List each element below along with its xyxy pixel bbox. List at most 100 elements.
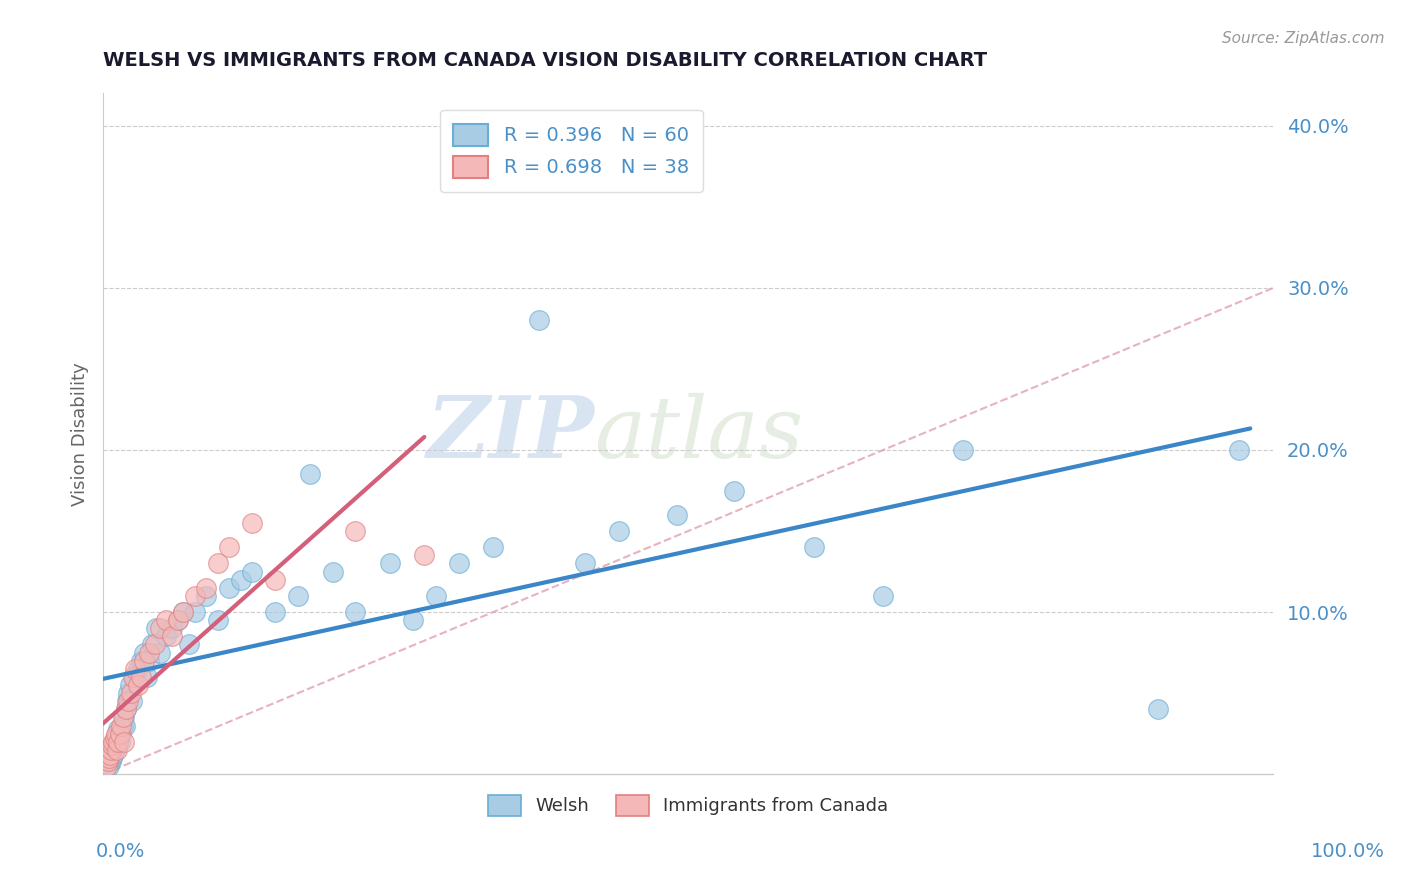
Point (103, 747, 125, 762)
Point (135, 670, 157, 684)
Point (97, 754, 120, 768)
Point (322, 565, 344, 579)
Point (104, 738, 127, 752)
Point (112, 710, 135, 724)
Point (129, 654, 152, 668)
Point (166, 613, 188, 627)
Point (184, 605, 207, 619)
Point (1147, 702, 1170, 716)
Point (96, 759, 118, 773)
Point (298, 467, 321, 482)
Point (527, 313, 550, 327)
Point (121, 694, 143, 708)
Point (107, 722, 129, 736)
Point (97, 751, 120, 765)
Point (149, 646, 172, 660)
Point (98, 747, 121, 762)
Point (447, 557, 470, 571)
Point (122, 670, 145, 684)
Point (127, 662, 149, 676)
Point (122, 670, 145, 684)
Point (240, 565, 263, 579)
Point (195, 581, 218, 595)
Point (104, 731, 127, 746)
Point (160, 621, 183, 635)
Point (143, 638, 166, 652)
Point (141, 638, 163, 652)
Point (172, 605, 194, 619)
Point (110, 718, 132, 732)
Point (120, 686, 142, 700)
Point (103, 735, 125, 749)
Text: 0.0%: 0.0% (96, 842, 145, 862)
Point (378, 557, 401, 571)
Point (104, 735, 127, 749)
Point (344, 524, 367, 538)
Point (1227, 442, 1250, 457)
Text: atlas: atlas (595, 392, 804, 475)
Point (402, 613, 425, 627)
Point (124, 662, 146, 676)
Point (127, 678, 149, 692)
Point (155, 613, 177, 627)
Y-axis label: Vision Disability: Vision Disability (72, 362, 89, 506)
Point (264, 573, 287, 587)
Point (229, 573, 252, 587)
Point (287, 589, 309, 603)
Point (134, 646, 156, 660)
Point (218, 540, 240, 554)
Point (104, 731, 127, 746)
Point (803, 540, 825, 554)
Point (105, 743, 128, 757)
Point (138, 646, 160, 660)
Point (413, 549, 436, 563)
Point (114, 718, 136, 732)
Point (344, 605, 367, 619)
Point (872, 589, 894, 603)
Point (100, 743, 122, 757)
Point (160, 629, 183, 643)
Point (138, 654, 160, 668)
Point (115, 694, 138, 708)
Point (240, 516, 263, 530)
Point (111, 718, 134, 732)
Point (574, 557, 596, 571)
Point (207, 557, 229, 571)
Point (110, 735, 132, 749)
Point (110, 726, 132, 740)
Point (207, 613, 229, 627)
Text: Source: ZipAtlas.com: Source: ZipAtlas.com (1222, 31, 1385, 46)
Legend: Welsh, Immigrants from Canada: Welsh, Immigrants from Canada (481, 788, 896, 823)
Point (425, 589, 447, 603)
Point (264, 605, 287, 619)
Point (115, 702, 138, 716)
Point (100, 754, 122, 768)
Point (117, 686, 139, 700)
Point (110, 726, 132, 740)
Point (482, 540, 505, 554)
Point (145, 621, 167, 635)
Text: 100.0%: 100.0% (1310, 842, 1385, 862)
Point (115, 702, 138, 716)
Point (179, 638, 201, 652)
Point (105, 726, 128, 740)
Point (101, 738, 124, 752)
Text: WELSH VS IMMIGRANTS FROM CANADA VISION DISABILITY CORRELATION CHART: WELSH VS IMMIGRANTS FROM CANADA VISION D… (103, 51, 987, 70)
Point (155, 629, 177, 643)
Point (117, 694, 139, 708)
Point (149, 621, 172, 635)
Point (112, 735, 135, 749)
Text: ZIP: ZIP (426, 392, 595, 475)
Point (218, 581, 240, 595)
Point (952, 442, 974, 457)
Point (134, 654, 156, 668)
Point (101, 751, 124, 765)
Point (129, 670, 152, 684)
Point (104, 726, 127, 740)
Point (195, 589, 218, 603)
Point (111, 710, 134, 724)
Point (104, 743, 127, 757)
Point (166, 613, 188, 627)
Point (184, 589, 207, 603)
Point (723, 483, 745, 498)
